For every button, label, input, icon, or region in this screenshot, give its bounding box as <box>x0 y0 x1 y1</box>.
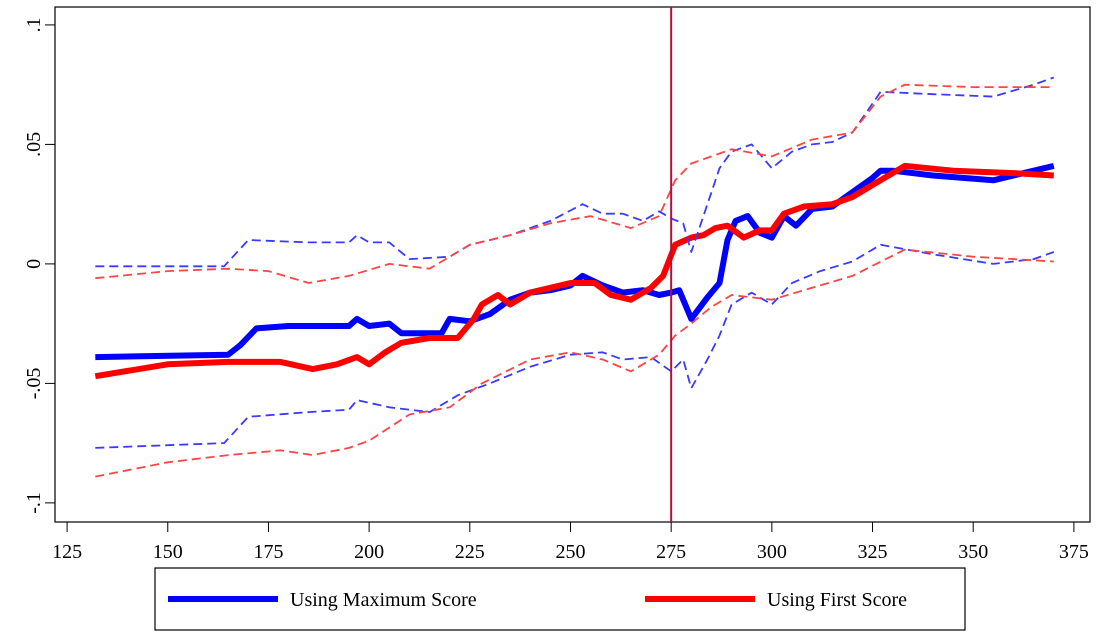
ci-line <box>95 83 1054 284</box>
plot-frame <box>54 6 1091 523</box>
x-tick-label: 175 <box>253 541 283 563</box>
series-line <box>94 162 1054 380</box>
x-tick-label: 375 <box>1059 541 1089 563</box>
legend-label: Using Maximum Score <box>290 589 477 611</box>
y-tick-label: .1 <box>23 17 45 32</box>
x-tick-label: 275 <box>656 541 686 563</box>
y-tick-label: -.05 <box>23 368 45 400</box>
x-tick-label: 200 <box>354 541 384 563</box>
x-tick-label: 150 <box>153 541 183 563</box>
x-tick-label: 325 <box>858 541 888 563</box>
y-tick-label: -.1 <box>23 492 45 514</box>
legend-box <box>154 567 966 631</box>
x-tick-label: 300 <box>757 541 787 563</box>
y-tick-label: .05 <box>23 132 45 157</box>
x-tick-label: 125 <box>52 541 82 563</box>
x-tick-label: 350 <box>958 541 988 563</box>
legend-label: Using First Score <box>767 589 907 611</box>
series-line <box>95 162 1055 361</box>
y-tick-label: 0 <box>23 259 45 269</box>
ci-line <box>95 248 1054 478</box>
ci-line <box>95 76 1055 268</box>
x-tick-label: 250 <box>555 541 585 563</box>
x-tick-label: 225 <box>455 541 485 563</box>
